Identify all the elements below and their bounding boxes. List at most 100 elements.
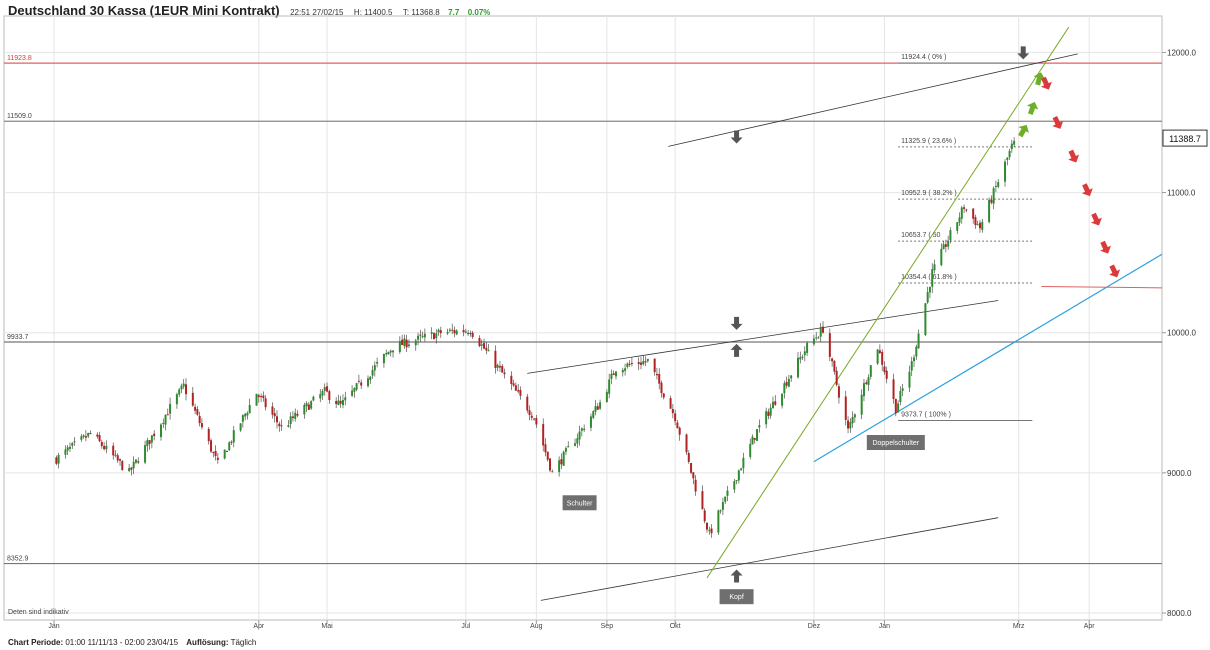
candle-body <box>351 390 354 396</box>
candle-body <box>992 188 995 204</box>
fibonacci-levels: 11924.4 ( 0% ) 11325.9 ( 23.6% ) 10952.9 (… <box>898 54 1033 421</box>
candle-body <box>860 394 863 415</box>
last-price-label: 11388.7 <box>1169 134 1201 144</box>
candle-body <box>612 373 615 375</box>
candle-body <box>624 368 627 371</box>
y-tick-label: 10000.0 <box>1167 329 1196 338</box>
candle-body <box>917 333 920 349</box>
down-arrow-icon <box>1040 76 1052 90</box>
candle-body <box>185 384 188 395</box>
candle-body <box>926 292 929 303</box>
candle-body <box>464 331 467 333</box>
candle-body <box>692 472 695 479</box>
candle-body <box>933 264 936 271</box>
candle-body <box>469 333 472 335</box>
candle-body <box>637 362 640 365</box>
candle-body <box>339 400 342 404</box>
candle-body <box>803 351 806 356</box>
candle-body <box>574 443 577 446</box>
candle-body <box>910 361 913 371</box>
candle-body <box>669 398 672 409</box>
price-level-label: 11923.8 <box>7 55 32 62</box>
candle-body <box>981 221 984 230</box>
candle-body <box>514 385 517 391</box>
candle-body <box>963 207 966 209</box>
candle-body <box>765 411 768 425</box>
candle-body <box>407 344 410 347</box>
candle-body <box>1006 157 1009 160</box>
candle-body <box>655 373 658 376</box>
candle-body <box>467 332 470 334</box>
candle-body <box>414 340 417 346</box>
candle-body <box>726 490 729 496</box>
candle-body <box>437 329 440 333</box>
candle-body <box>867 377 870 385</box>
price-level-label: 9933.7 <box>7 334 29 341</box>
candle-body <box>564 448 567 452</box>
candle-body <box>517 390 520 392</box>
candle-body <box>198 415 201 424</box>
candle-body <box>958 217 961 223</box>
candle-body <box>897 403 900 413</box>
x-tick-label: Jan <box>48 623 59 630</box>
x-tick-label: Dez <box>808 623 821 630</box>
y-tick-label: 9000.0 <box>1167 469 1192 478</box>
up-arrow-icon <box>1033 72 1046 86</box>
candle-body <box>687 453 690 462</box>
candle-body <box>653 358 656 373</box>
last-price-box <box>1162 129 1208 147</box>
resolution-value: Täglich <box>230 638 257 647</box>
candle-body <box>724 496 727 502</box>
quote-datetime: 22:51 27/02/15 <box>290 8 344 17</box>
candle-body <box>599 402 602 409</box>
candle-body <box>710 528 713 534</box>
candle-body <box>510 375 513 384</box>
candle-body <box>676 422 679 429</box>
candle-body <box>241 415 244 422</box>
candle-body <box>216 457 219 460</box>
candle-body <box>740 468 743 471</box>
candle-body <box>455 330 458 335</box>
candle-body <box>96 434 99 437</box>
candle-body <box>398 341 401 352</box>
candle-body <box>255 393 258 406</box>
candle-body <box>483 343 486 349</box>
fib-level-label: 9373.7 ( 100% ) <box>901 411 951 418</box>
candle-body <box>578 431 581 440</box>
candle-body <box>976 224 979 226</box>
candle-body <box>949 230 952 241</box>
candle-body <box>68 446 71 449</box>
candle-body <box>899 391 902 403</box>
candle-body <box>592 411 595 418</box>
x-tick-label: Okt <box>670 623 681 630</box>
y-tick-label: 11000.0 <box>1167 189 1196 198</box>
candle-body <box>956 222 959 231</box>
candle-body <box>528 410 531 416</box>
candle-body <box>626 363 629 367</box>
price-level-label: 11509.0 <box>7 113 32 120</box>
candle-body <box>883 366 886 373</box>
candle-body <box>894 398 897 414</box>
candle-body <box>733 481 736 490</box>
candle-body <box>84 436 87 438</box>
candle-body <box>908 371 911 388</box>
price-level-label: 8352.9 <box>7 556 29 563</box>
candle-body <box>901 388 904 391</box>
candle-body <box>928 286 931 293</box>
candle-body <box>742 457 745 469</box>
candle-body <box>392 350 395 353</box>
candle-body <box>64 449 67 455</box>
candle-body <box>806 343 809 353</box>
candle-body <box>812 338 815 345</box>
candle-body <box>801 356 804 358</box>
candle-body <box>264 398 267 408</box>
candle-body <box>799 357 802 360</box>
candle-body <box>485 347 488 351</box>
candle-body <box>594 406 597 412</box>
candle-body <box>646 358 649 362</box>
candle-body <box>128 467 131 472</box>
candle-body <box>278 423 281 427</box>
candle-body <box>387 351 390 355</box>
candle-body <box>373 365 376 371</box>
resolution-label: Auflösung: <box>186 638 229 647</box>
